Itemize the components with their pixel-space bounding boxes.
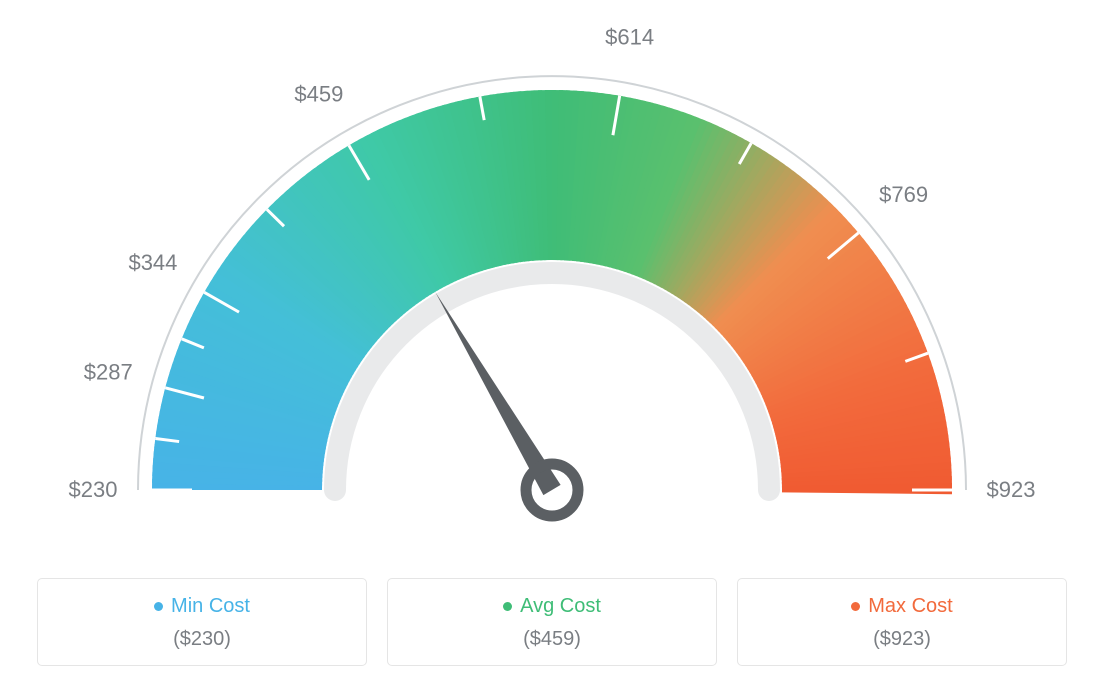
gauge-tick-label: $230	[69, 477, 118, 502]
gauge-tick-label: $923	[987, 477, 1036, 502]
gauge-arc	[152, 90, 952, 494]
legend-min: Min Cost ($230)	[37, 578, 367, 666]
gauge-tick-label: $287	[84, 360, 133, 385]
gauge-tick-label: $614	[605, 25, 654, 50]
legend-avg-title: Avg Cost	[503, 595, 601, 618]
legend-max-label: Max Cost	[868, 595, 952, 618]
legend-min-value: ($230)	[48, 628, 356, 651]
dot-icon	[154, 602, 163, 611]
legend-avg: Avg Cost ($459)	[387, 578, 717, 666]
legend-min-label: Min Cost	[171, 595, 250, 618]
gauge-container: $230 $287 $344 $459 $614 $769 $923	[0, 0, 1104, 560]
legend-max-title: Max Cost	[851, 595, 952, 618]
gauge-tick-label: $769	[879, 182, 928, 207]
dot-icon	[851, 602, 860, 611]
legend-row: Min Cost ($230) Avg Cost ($459) Max Cost…	[0, 578, 1104, 666]
gauge-tick-label: $344	[128, 250, 177, 275]
gauge-svg: $230 $287 $344 $459 $614 $769 $923	[52, 10, 1052, 560]
gauge-tick-label: $459	[294, 82, 343, 107]
dot-icon	[503, 602, 512, 611]
legend-avg-value: ($459)	[398, 628, 706, 651]
legend-max: Max Cost ($923)	[737, 578, 1067, 666]
legend-min-title: Min Cost	[154, 595, 250, 618]
legend-avg-label: Avg Cost	[520, 595, 601, 618]
legend-max-value: ($923)	[748, 628, 1056, 651]
